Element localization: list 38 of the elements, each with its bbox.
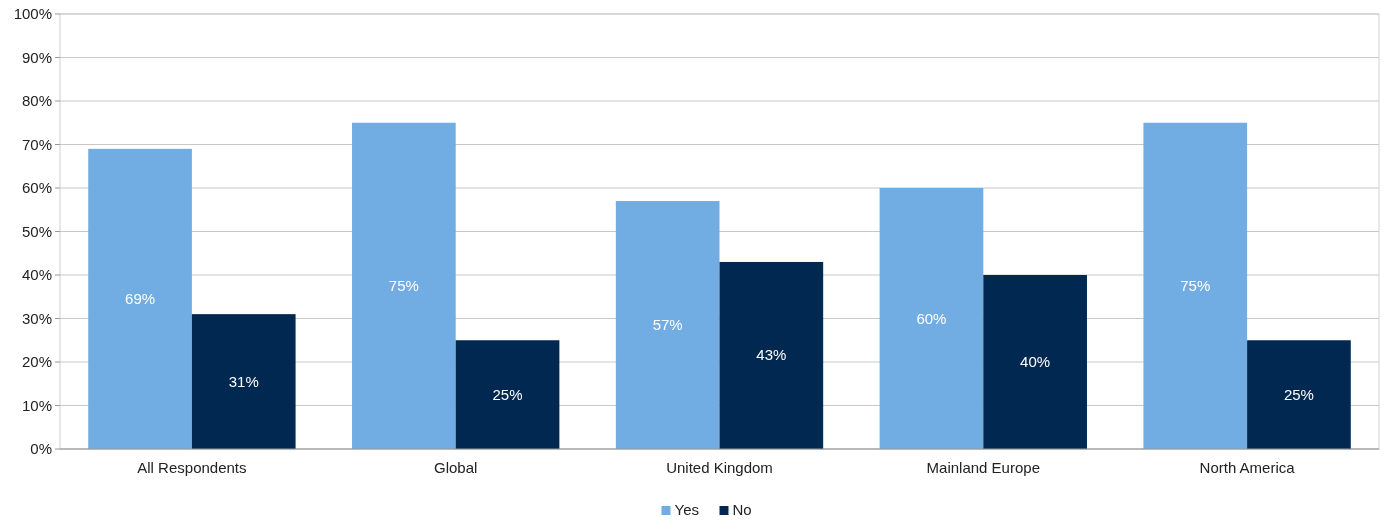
data-label: 75% [388, 276, 419, 294]
bar [1247, 340, 1351, 449]
y-tick-label: 50% [21, 222, 52, 240]
y-tick-label: 40% [21, 266, 52, 283]
x-tick-label: North America [1199, 459, 1296, 476]
data-label: 75% [1180, 276, 1211, 294]
y-tick-label: 10% [21, 396, 52, 414]
y-tick-label: 30% [21, 309, 52, 327]
data-label: 69% [125, 289, 156, 307]
legend-label: No [732, 501, 752, 518]
y-tick-label: 70% [21, 135, 52, 153]
bar [879, 188, 984, 449]
y-tick-label: 60% [21, 179, 52, 196]
x-tick-label: United Kingdom [666, 459, 773, 476]
x-tick-label: Mainland Europe [926, 459, 1041, 476]
bar [191, 314, 296, 449]
bar [455, 340, 560, 449]
y-tick-label: 80% [21, 92, 52, 109]
data-label: 25% [492, 385, 523, 403]
y-tick-label: 90% [21, 48, 52, 66]
data-label: 60% [916, 309, 947, 327]
bar [1143, 122, 1248, 449]
data-label: 40% [1020, 353, 1051, 370]
data-label: 57% [652, 316, 683, 334]
legend-label: Yes [674, 501, 699, 518]
x-tick-label: All Respondents [137, 459, 247, 476]
bar [719, 261, 824, 449]
data-label: 25% [1283, 385, 1314, 403]
y-tick-label: 20% [21, 353, 52, 370]
data-label: 31% [228, 372, 259, 390]
bar [88, 148, 192, 449]
data-label: 43% [756, 346, 787, 364]
x-tick-label: Global [434, 459, 478, 476]
bar [615, 201, 720, 449]
y-tick-label: 100% [13, 5, 52, 22]
bar [983, 275, 1087, 449]
y-tick-label: 0% [30, 440, 52, 457]
bar [352, 122, 456, 449]
